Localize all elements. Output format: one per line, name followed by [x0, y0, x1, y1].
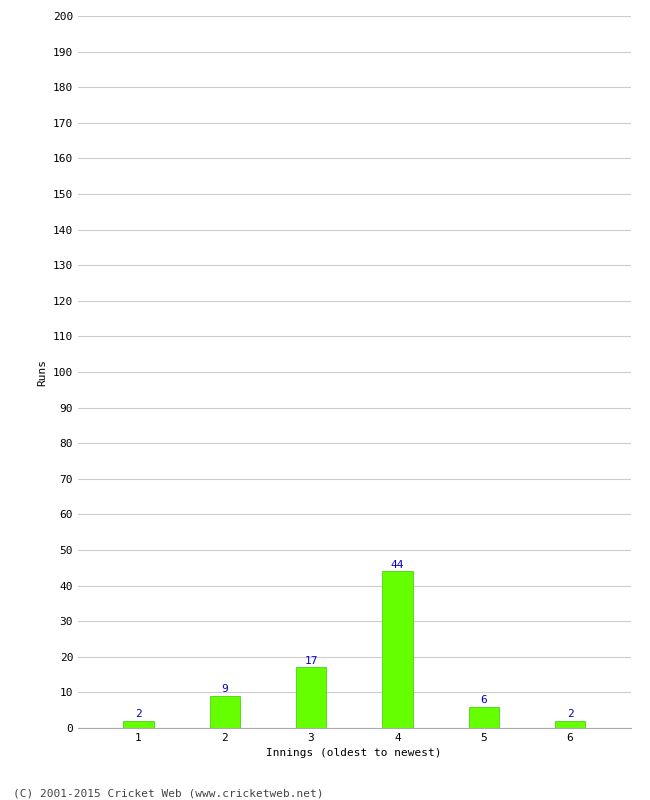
Bar [555, 721, 585, 728]
Bar [124, 721, 153, 728]
Text: 6: 6 [480, 695, 487, 705]
Bar [382, 571, 413, 728]
Text: 9: 9 [222, 684, 228, 694]
Bar [296, 667, 326, 728]
Text: 2: 2 [135, 709, 142, 719]
Y-axis label: Runs: Runs [37, 358, 47, 386]
Text: 44: 44 [391, 559, 404, 570]
Bar [210, 696, 240, 728]
X-axis label: Innings (oldest to newest): Innings (oldest to newest) [266, 749, 442, 758]
Text: 2: 2 [567, 709, 573, 719]
Text: (C) 2001-2015 Cricket Web (www.cricketweb.net): (C) 2001-2015 Cricket Web (www.cricketwe… [13, 788, 324, 798]
Bar [469, 706, 499, 728]
Text: 17: 17 [304, 656, 318, 666]
